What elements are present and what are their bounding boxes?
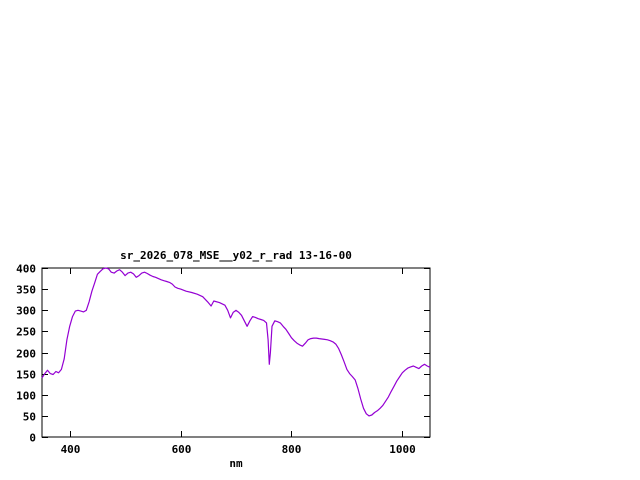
y-tick-label: 350 — [16, 284, 36, 297]
x-tick-label: 1000 — [389, 443, 416, 456]
y-tick-label: 250 — [16, 326, 36, 339]
y-tick-label: 0 — [29, 432, 36, 445]
x-axis-label: nm — [229, 457, 243, 470]
y-tick-label: 50 — [23, 411, 36, 424]
y-tick-label: 100 — [16, 390, 36, 403]
chart-title: sr_2026_078_MSE__y02_r_rad 13-16-00 — [120, 249, 352, 262]
y-tick-label: 200 — [16, 348, 36, 361]
y-tick-label: 400 — [16, 263, 36, 276]
spectrum-line — [41, 267, 431, 417]
x-tick-label: 400 — [61, 443, 81, 456]
x-tick-label: 600 — [172, 443, 192, 456]
plot-border — [41, 267, 431, 438]
y-tick-label: 300 — [16, 305, 36, 318]
x-tick-label: 800 — [282, 443, 302, 456]
y-tick-label: 150 — [16, 369, 36, 382]
